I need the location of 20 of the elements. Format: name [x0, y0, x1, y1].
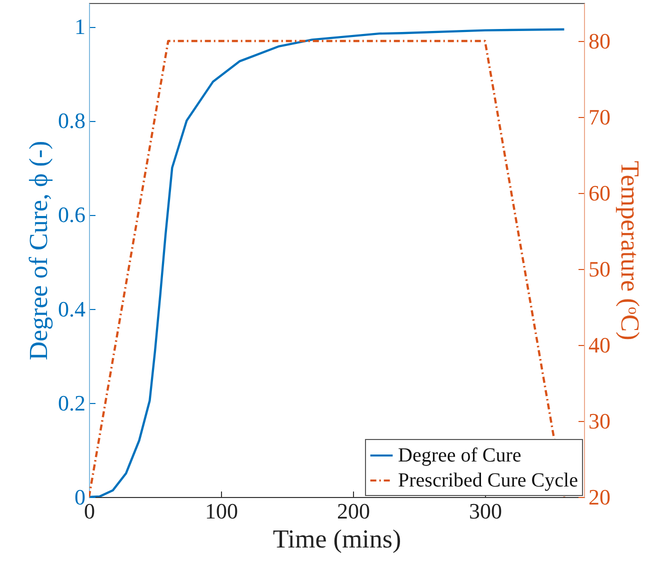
x-tick-label: 300 — [469, 498, 502, 524]
y2-axis-title: Temperature (ᵒC) — [616, 160, 644, 340]
y2-tick-label: 60 — [588, 180, 610, 206]
y-tick-label: 1 — [74, 14, 86, 40]
y2-tick-label: 80 — [588, 28, 610, 54]
y2-tick-label: 20 — [588, 484, 610, 510]
y2-tick-label: 50 — [588, 256, 610, 282]
y-axis-title: Degree of Cure, ϕ (-) — [24, 140, 53, 360]
y2-tick-label: 40 — [588, 332, 610, 358]
x-tick-label: 100 — [205, 498, 238, 524]
legend-label: Degree of Cure — [398, 444, 522, 466]
y-tick-label: 0.4 — [58, 296, 86, 322]
x-axis-title: Time (mins) — [272, 524, 402, 554]
y2-tick-label: 70 — [588, 104, 610, 130]
y2-tick-label: 30 — [588, 408, 610, 434]
x-tick-label: 200 — [337, 498, 370, 524]
y-tick-label: 0.2 — [58, 390, 86, 416]
legend-label: Prescribed Cure Cycle — [398, 470, 578, 492]
y-tick-label: 0.8 — [58, 108, 86, 134]
y-tick-label: 0.6 — [58, 202, 86, 228]
